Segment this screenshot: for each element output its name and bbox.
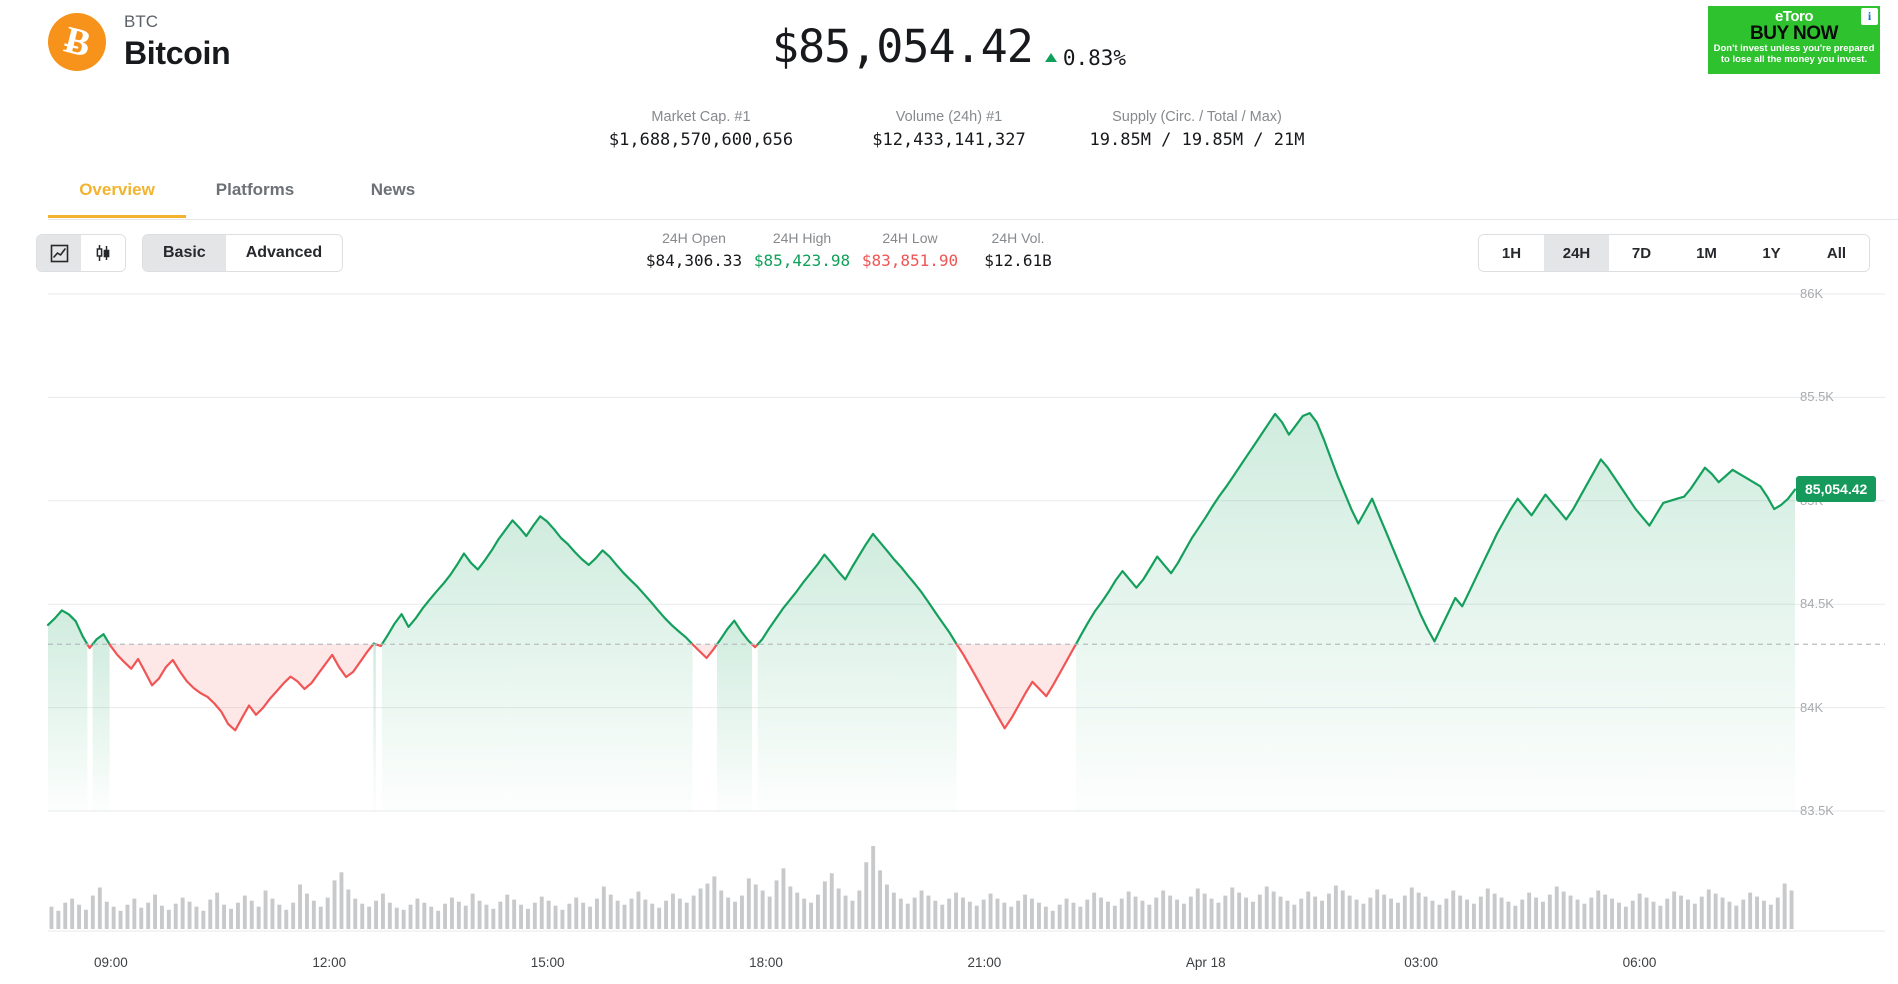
candlestick-chart-icon[interactable] [81,235,125,271]
x-axis-tick: 21:00 [967,955,1002,970]
price-change: 0.83% [1044,45,1127,70]
stat-label: Supply (Circ. / Total / Max) [1112,109,1282,125]
stat-value: $1,688,570,600,656 [608,130,794,150]
stat-volume: Volume (24h) #1 $12,433,141,327 [825,108,1073,153]
stat-market-cap: Market Cap. #1 $1,688,570,600,656 [577,108,825,153]
stat-supply: Supply (Circ. / Total / Max) 19.85M / 19… [1073,108,1321,153]
info-icon[interactable]: i [1861,8,1878,25]
x-axis-tick: 12:00 [312,955,347,970]
price-change-value: 0.83% [1062,45,1127,70]
tabs-divider [48,219,1898,220]
market-stats: Market Cap. #1 $1,688,570,600,656 Volume… [0,108,1898,153]
current-price-badge: 85,054.42 [1796,475,1877,502]
x-axis-tick: 18:00 [749,955,783,970]
chart-toolbar: Basic Advanced 24H Open $84,306.33 24H H… [0,220,1898,286]
range-24h[interactable]: 24H [1544,235,1609,271]
range-all[interactable]: All [1804,235,1869,271]
mode-advanced-button[interactable]: Advanced [225,235,343,271]
range-1m[interactable]: 1M [1674,235,1739,271]
triangle-up-icon [1044,53,1057,62]
section-tabs: Overview Platforms News [0,172,1898,220]
page-header: Ƀ BTC Bitcoin $85,054.42 0.83% Market Ca… [0,0,1898,172]
ad-cta-label: BUY NOW [1750,23,1838,44]
stat-24h-high: 24H High $85,423.98 [748,228,856,273]
y-axis-tick: 86K [1800,286,1824,301]
tab-overview[interactable]: Overview [48,172,186,218]
tab-platforms[interactable]: Platforms [215,180,295,199]
current-price: $85,054.42 [771,20,1034,73]
x-axis-tick: 03:00 [1404,955,1439,970]
stat-label: 24H Vol. [991,230,1045,246]
mode-basic-button[interactable]: Basic [143,235,226,271]
chart-type-toggle [36,234,126,272]
stat-value: $85,423.98 [753,251,851,270]
range-1y[interactable]: 1Y [1739,235,1804,271]
price-chart-svg[interactable] [0,286,1898,978]
stat-value: $12.61B [984,251,1052,270]
tab-news[interactable]: News [370,180,416,199]
y-axis-tick: 83.5K [1800,803,1834,818]
page-title: Bitcoin [124,35,231,71]
stat-label: 24H Low [882,230,938,246]
y-axis-tick: 84.5K [1800,596,1834,612]
stat-label: Volume (24h) #1 [895,109,1003,125]
x-axis-tick: Apr 18 [1185,955,1226,970]
time-range-selector: 1H 24H 7D 1M 1Y All [1478,234,1870,272]
coin-identity: Ƀ BTC Bitcoin [48,12,231,72]
stat-label: 24H High [772,230,832,246]
etoro-logo: eToro [1774,8,1814,25]
y-axis-tick: 84K [1800,699,1824,715]
range-1h[interactable]: 1H [1479,235,1544,271]
stat-value: $12,433,141,327 [872,130,1026,150]
stat-value: $84,306.33 [645,251,743,270]
stats-24h: 24H Open $84,306.33 24H High $85,423.98 … [640,228,1072,273]
ad-disclaimer: Don't invest unless you're prepared to l… [1713,43,1875,65]
price-block: $85,054.42 0.83% [0,18,1898,76]
x-axis-tick: 09:00 [94,955,128,970]
stat-value: $83,851.90 [861,251,959,270]
stat-24h-volume: 24H Vol. $12.61B [964,228,1072,273]
line-chart-icon[interactable] [37,235,81,271]
y-axis-tick: 85.5K [1800,389,1834,405]
stat-value: 19.85M / 19.85M / 21M [1089,130,1305,150]
stat-label: 24H Open [662,230,726,246]
chart-mode-toggle: Basic Advanced [142,234,344,272]
stat-label: Market Cap. #1 [651,109,751,125]
etoro-ad-banner[interactable]: eToro BUY NOW Don't invest unless you're… [1708,6,1880,74]
stat-24h-low: 24H Low $83,851.90 [856,228,964,273]
x-axis-tick: 06:00 [1622,955,1657,970]
x-axis-tick: 15:00 [530,955,565,970]
stat-24h-open: 24H Open $84,306.33 [640,228,748,273]
bitcoin-icon: Ƀ [48,13,106,71]
range-7d[interactable]: 7D [1609,235,1674,271]
coin-symbol: BTC [124,12,158,31]
